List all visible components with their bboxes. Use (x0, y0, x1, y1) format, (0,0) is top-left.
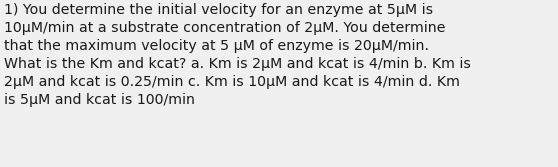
Text: 1) You determine the initial velocity for an enzyme at 5µM is
10µM/min at a subs: 1) You determine the initial velocity fo… (4, 3, 472, 107)
